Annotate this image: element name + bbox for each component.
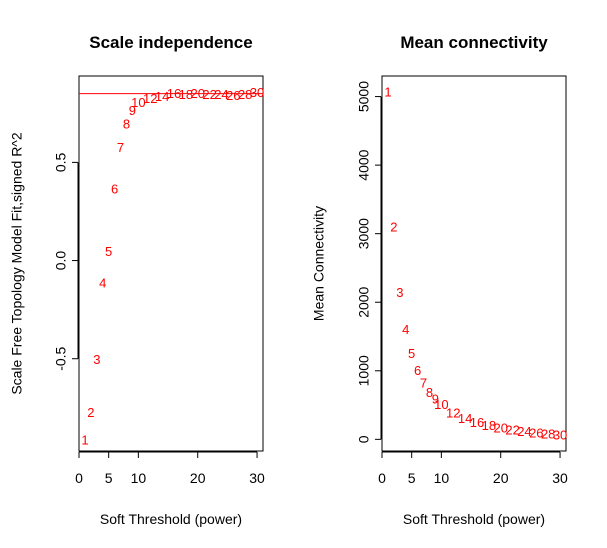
x-tick-label: 10 (131, 470, 147, 486)
data-point-label: 18 (179, 87, 193, 102)
data-point-label: 8 (426, 385, 433, 400)
y-tick-label: 5000 (356, 81, 372, 112)
panel-scale-independence: Scale independence 0 5 10 20 30 -0.5 0.0 0.5 Soft… (9, 33, 265, 527)
data-point-label: 26 (529, 425, 543, 440)
data-point-label: 3 (396, 285, 403, 300)
y-tick-label: 0.5 (53, 152, 69, 172)
y-tick-label: 1000 (356, 355, 372, 386)
data-point-label: 4 (99, 276, 106, 291)
x-axis-label: Soft Threshold (power) (100, 511, 242, 527)
data-point-label: 24 (517, 424, 531, 439)
x-tick-label: 5 (408, 470, 416, 486)
data-point-label: 10 (131, 95, 145, 110)
data-point-label: 9 (129, 103, 136, 118)
x-tick-label: 10 (434, 470, 450, 486)
data-point-label: 30 (250, 85, 264, 100)
data-point-label: 12 (446, 405, 460, 420)
data-point-label: 7 (420, 375, 427, 390)
data-point-label: 20 (493, 420, 507, 435)
x-tick-label: 30 (249, 470, 265, 486)
chart-title: Mean connectivity (400, 33, 548, 52)
y-axis-label: Scale Free Topology Model Fit,signed R^2 (9, 132, 25, 395)
data-point-label: 28 (238, 87, 252, 102)
data-point-label: 16 (167, 86, 181, 101)
y-tick-label: 0.0 (53, 251, 69, 271)
x-tick-label: 20 (190, 470, 206, 486)
data-point-label: 8 (123, 117, 130, 132)
data-point-label: 5 (105, 244, 112, 259)
data-point-label: 22 (505, 423, 519, 438)
data-point-label: 1 (81, 433, 88, 448)
data-point-label: 28 (541, 426, 555, 441)
y-tick-label: 4000 (356, 149, 372, 180)
data-point-label: 26 (226, 88, 240, 103)
y-tick-label: 2000 (356, 286, 372, 317)
x-tick-label: 30 (552, 470, 568, 486)
data-point-label: 24 (214, 87, 228, 102)
data-point-label: 30 (553, 427, 567, 442)
y-tick-label: 3000 (356, 218, 372, 249)
data-point-label: 5 (408, 346, 415, 361)
y-tick-label: 0 (356, 435, 372, 443)
data-point-label: 10 (434, 397, 448, 412)
data-point-label: 22 (202, 87, 216, 102)
chart-title: Scale independence (89, 33, 252, 52)
data-point-label: 3 (93, 352, 100, 367)
data-point-label: 14 (458, 411, 472, 426)
data-point-label: 7 (117, 140, 124, 155)
data-point-label: 2 (87, 405, 94, 420)
plot-frame (78, 75, 264, 452)
data-point-label: 18 (482, 418, 496, 433)
y-tick-label: -0.5 (53, 346, 69, 370)
data-point-label: 2 (390, 220, 397, 235)
y-axis-label: Mean Connectivity (311, 206, 327, 321)
x-tick-label: 0 (378, 470, 386, 486)
data-point-label: 1 (384, 85, 391, 100)
data-point-label: 6 (414, 363, 421, 378)
data-point-label: 20 (190, 86, 204, 101)
data-point-label: 16 (470, 415, 484, 430)
data-point-label: 4 (402, 322, 409, 337)
panel-mean-connectivity: Mean connectivity 0 5 10 20 30 0 1000 2000 3000 40… (311, 33, 568, 527)
plot-frame (381, 75, 567, 452)
data-point-label: 12 (143, 91, 157, 106)
data-point-label: 6 (111, 181, 118, 196)
x-axis-label: Soft Threshold (power) (403, 511, 545, 527)
x-tick-label: 5 (105, 470, 113, 486)
data-point-label: 14 (155, 89, 169, 104)
x-tick-label: 20 (493, 470, 509, 486)
x-tick-label: 0 (75, 470, 83, 486)
data-point-label: 9 (432, 392, 439, 407)
